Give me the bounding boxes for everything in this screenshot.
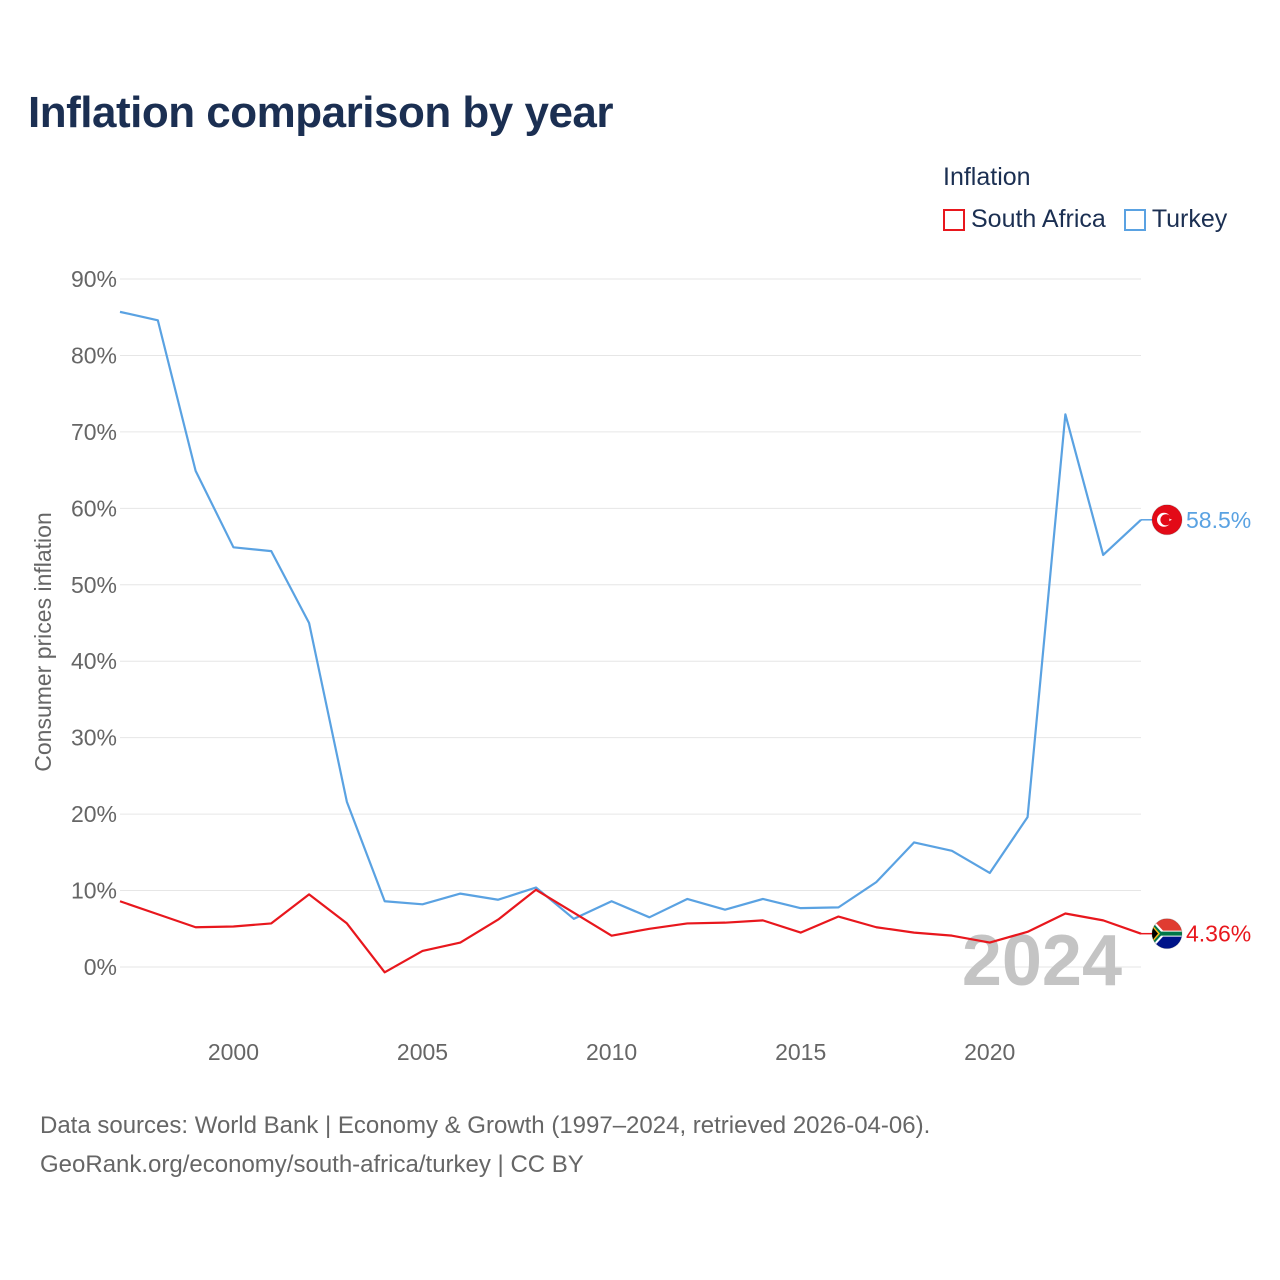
x-tick-label: 2020 <box>964 1039 1015 1065</box>
legend-swatch-south-africa <box>943 208 965 231</box>
x-tick-label: 2010 <box>586 1039 637 1065</box>
y-tick-label: 70% <box>71 419 117 445</box>
x-axis-ticks: 2000 2005 2010 2015 2020 <box>208 1039 1015 1065</box>
legend: South Africa Turkey <box>943 205 1245 234</box>
legend-item-south-africa[interactable]: South Africa <box>943 205 1106 234</box>
y-tick-label: 10% <box>71 878 117 904</box>
chart-title: Inflation comparison by year <box>28 88 614 137</box>
y-tick-label: 20% <box>71 801 117 827</box>
footer: Data sources: World Bank | Economy & Gro… <box>40 1106 930 1184</box>
legend-title: Inflation <box>943 163 1031 191</box>
gridlines <box>120 278 1141 968</box>
x-tick-label: 2000 <box>208 1039 259 1065</box>
turkey-flag-icon <box>1151 504 1183 536</box>
y-axis-ticks: 0% 10% 20% 30% 40% 50% 60% 70% 80% 90% <box>71 266 117 980</box>
y-tick-label: 90% <box>71 266 117 292</box>
footer-source: Data sources: World Bank | Economy & Gro… <box>40 1112 931 1139</box>
legend-label-turkey: Turkey <box>1151 205 1228 233</box>
x-tick-label: 2005 <box>397 1039 448 1065</box>
series-line-south-africa[interactable] <box>119 888 1142 974</box>
end-label-south-africa: 4.36% <box>1186 921 1251 947</box>
legend-swatch-turkey <box>1123 208 1146 231</box>
year-watermark: 2024 <box>962 921 1122 1001</box>
y-axis-label: Consumer prices inflation <box>30 512 56 772</box>
y-tick-label: 60% <box>71 495 117 521</box>
series-lines <box>119 310 1142 974</box>
series-line-turkey[interactable] <box>119 310 1142 920</box>
y-tick-label: 30% <box>71 725 117 751</box>
legend-item-turkey[interactable]: Turkey <box>1123 205 1228 234</box>
y-tick-label: 0% <box>84 954 117 980</box>
y-tick-label: 80% <box>71 342 117 368</box>
legend-label-south-africa: South Africa <box>971 205 1106 233</box>
footer-url[interactable]: GeoRank.org/economy/south-africa/turkey … <box>40 1151 584 1178</box>
end-labels: 58.5% 4.36% <box>1141 504 1251 950</box>
end-label-turkey: 58.5% <box>1186 507 1251 533</box>
y-tick-label: 40% <box>71 648 117 674</box>
south-africa-flag-icon <box>1151 918 1183 950</box>
y-tick-label: 50% <box>71 572 117 598</box>
x-tick-label: 2015 <box>775 1039 826 1065</box>
line-chart: 0%10%20%30%40%50%60%70%80%90% 2000 2005 20… <box>30 266 1251 1065</box>
